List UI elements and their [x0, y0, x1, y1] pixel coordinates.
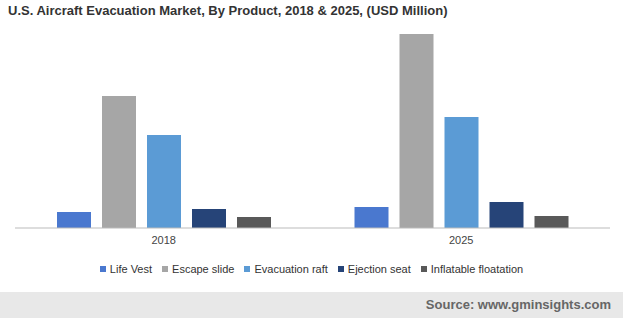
- svg-text:2025: 2025: [449, 234, 473, 246]
- html-text:Life Vest: Life Vest: [109, 263, 152, 275]
- html-text:Inflatable floatation: Inflatable floatation: [430, 263, 524, 275]
- html-text:Source: www.gminsights.com: Source: www.gminsights.com: [425, 297, 611, 312]
- html-text:Escape slide: Escape slide: [172, 263, 235, 275]
- html-text:U.S. Aircraft Evacuation Marke: U.S. Aircraft Evacuation Market, By Prod…: [8, 3, 448, 18]
- svg-text:2018: 2018: [152, 234, 176, 246]
- html-text:Evacuation raft: Evacuation raft: [254, 263, 328, 275]
- html-text:Ejection seat: Ejection seat: [347, 263, 411, 275]
